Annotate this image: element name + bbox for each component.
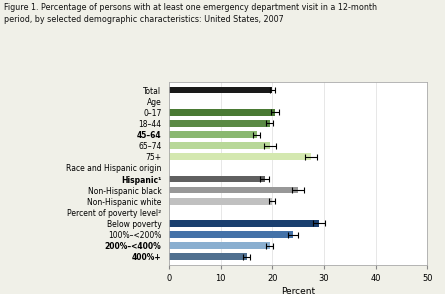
- Bar: [169, 120, 270, 127]
- X-axis label: Percent: Percent: [281, 287, 315, 294]
- Text: Figure 1. Percentage of persons with at least one emergency department visit in : Figure 1. Percentage of persons with at …: [4, 3, 377, 24]
- Bar: [169, 176, 265, 182]
- Bar: [169, 231, 293, 238]
- Bar: [169, 198, 272, 205]
- Bar: [169, 87, 272, 93]
- Bar: [169, 220, 319, 227]
- Bar: [169, 131, 257, 138]
- Bar: [169, 153, 311, 160]
- Bar: [169, 187, 298, 193]
- Bar: [169, 142, 270, 149]
- Bar: [169, 253, 247, 260]
- Bar: [169, 109, 275, 116]
- Bar: [169, 242, 270, 249]
